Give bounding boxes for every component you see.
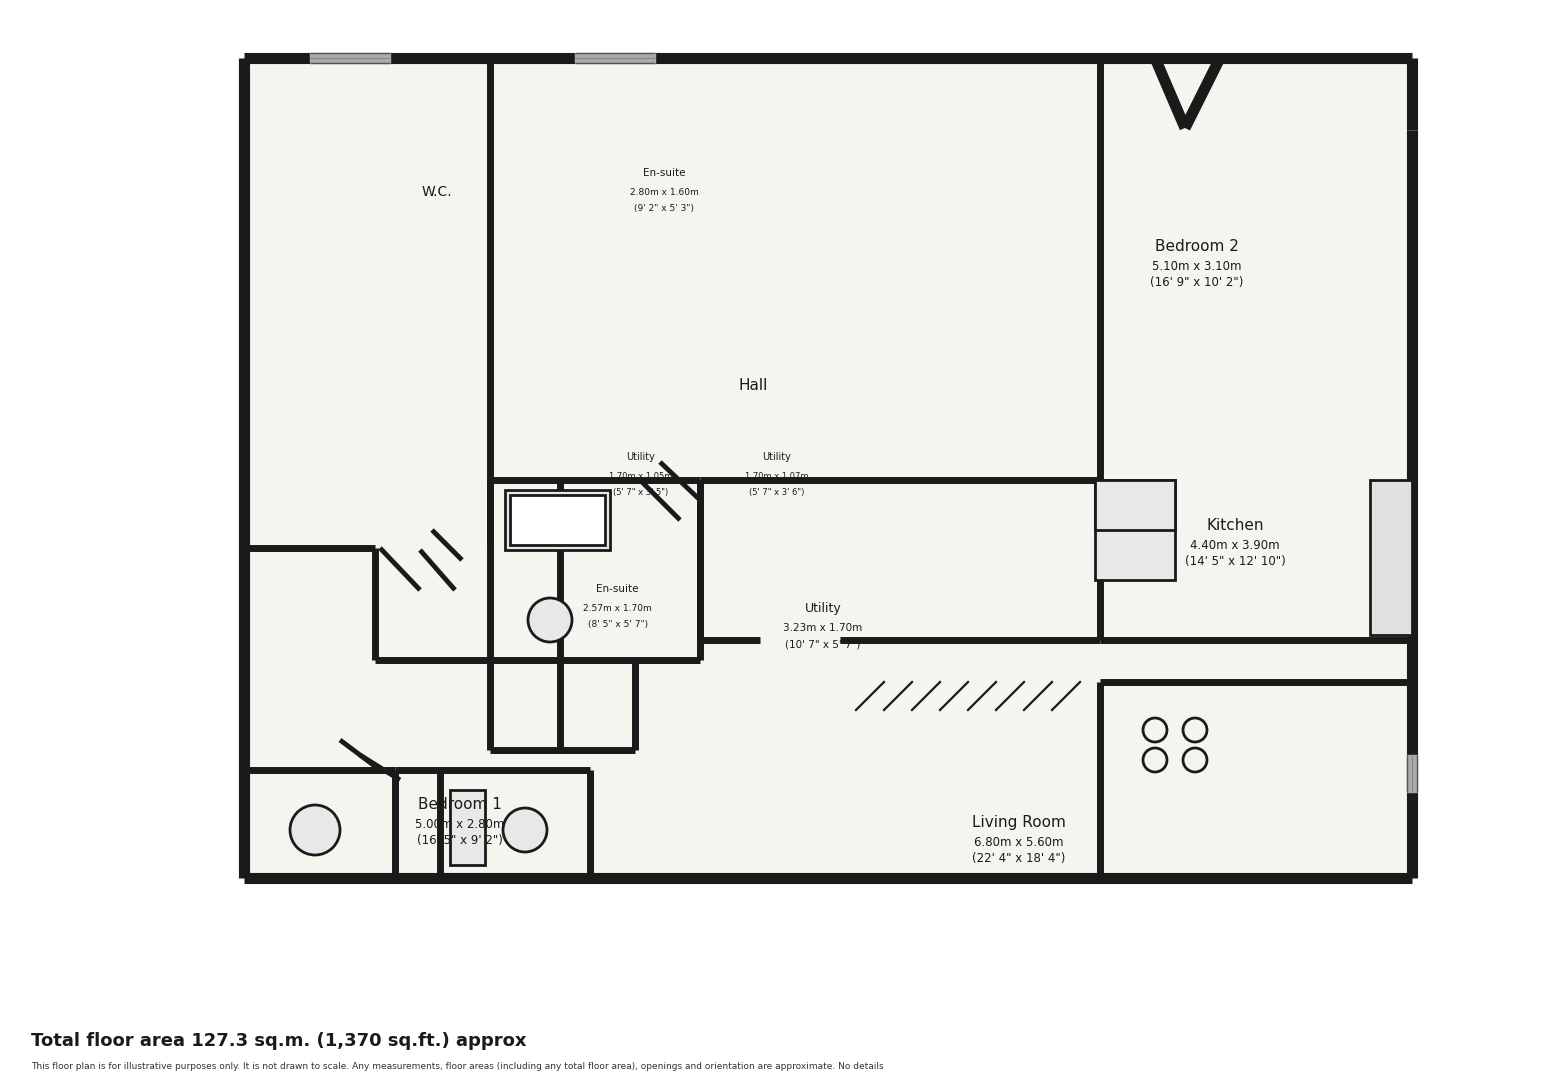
Text: 5.10m x 3.10m: 5.10m x 3.10m	[1152, 259, 1241, 273]
Text: (14' 5" x 12' 10"): (14' 5" x 12' 10")	[1184, 555, 1286, 568]
Text: En-suite: En-suite	[642, 167, 686, 178]
Bar	[1095, 480, 1175, 530]
Text: En-suite: En-suite	[596, 583, 639, 594]
Text: 6.80m x 5.60m: 6.80m x 5.60m	[974, 836, 1064, 850]
Text: Utility: Utility	[804, 602, 841, 615]
Text: Utility: Utility	[763, 451, 791, 462]
Text: (8' 5" x 5' 7"): (8' 5" x 5' 7")	[588, 620, 647, 629]
Circle shape	[503, 808, 547, 852]
Text: Utility: Utility	[627, 451, 655, 462]
Text: 2.57m x 1.70m: 2.57m x 1.70m	[584, 604, 652, 613]
Text: (9' 2" x 5' 3"): (9' 2" x 5' 3")	[635, 204, 693, 213]
Text: W.C.: W.C.	[422, 186, 452, 199]
Bar	[505, 490, 610, 550]
Polygon shape	[244, 58, 1413, 878]
Text: (5' 7" x 3' 6"): (5' 7" x 3' 6")	[749, 488, 804, 497]
Text: (10' 7" x 5' 7"): (10' 7" x 5' 7")	[786, 639, 860, 649]
Polygon shape	[310, 53, 391, 63]
Text: Bedroom 1: Bedroom 1	[418, 797, 502, 812]
Text: Total floor area 127.3 sq.m. (1,370 sq.ft.) approx: Total floor area 127.3 sq.m. (1,370 sq.f…	[31, 1032, 527, 1050]
Text: Kitchen: Kitchen	[1206, 518, 1265, 534]
Text: Bedroom 2: Bedroom 2	[1155, 239, 1238, 254]
Text: (16' 9" x 10' 2"): (16' 9" x 10' 2")	[1150, 275, 1243, 288]
Text: Living Room: Living Room	[973, 815, 1065, 831]
Bar	[1370, 480, 1413, 635]
Bar	[510, 495, 605, 545]
Bar	[449, 789, 485, 865]
Text: 2.80m x 1.60m: 2.80m x 1.60m	[630, 188, 698, 198]
Text: (5' 7" x 3' 5"): (5' 7" x 3' 5")	[613, 488, 669, 497]
Text: 4.40m x 3.90m: 4.40m x 3.90m	[1190, 540, 1280, 553]
Text: (22' 4" x 18' 4"): (22' 4" x 18' 4")	[973, 852, 1065, 865]
Circle shape	[290, 805, 340, 855]
Text: 1.70m x 1.05m: 1.70m x 1.05m	[608, 472, 673, 482]
Circle shape	[528, 598, 571, 642]
Polygon shape	[1407, 755, 1417, 792]
Polygon shape	[574, 53, 655, 63]
Text: (16' 5" x 9' 2"): (16' 5" x 9' 2")	[417, 834, 503, 847]
Text: Hall: Hall	[738, 378, 769, 393]
Bar	[1095, 480, 1175, 580]
Text: 3.23m x 1.70m: 3.23m x 1.70m	[783, 623, 863, 633]
Text: 5.00m x 2.80m: 5.00m x 2.80m	[415, 819, 505, 832]
Text: 1.70m x 1.07m: 1.70m x 1.07m	[744, 472, 809, 482]
Text: This floor plan is for illustrative purposes only. It is not drawn to scale. Any: This floor plan is for illustrative purp…	[31, 1062, 883, 1071]
